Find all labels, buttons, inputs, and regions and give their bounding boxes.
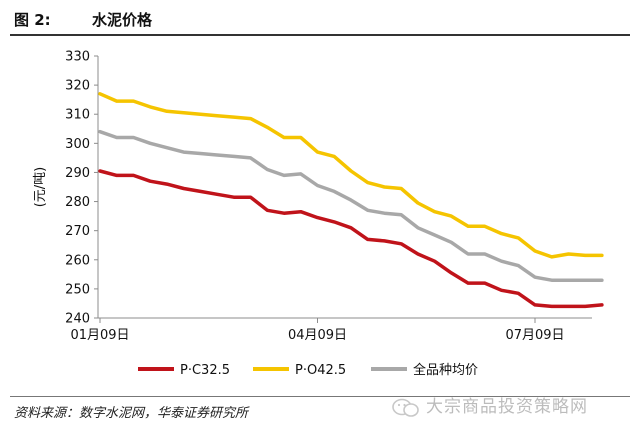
series-layer: [98, 92, 604, 309]
cement-price-chart: 240 250 260 270 280 290 300 310 320 330 (元/吨) 01月0…: [33, 50, 604, 378]
footer-rule: [10, 396, 630, 397]
y-tick-label: 310: [65, 108, 90, 123]
y-axis: 240 250 260 270 280 290 300 310 320 330 (元/吨): [33, 50, 99, 327]
legend-label: 全品种均价: [413, 362, 478, 378]
series-line: [98, 129, 604, 282]
source-note: 资料来源：数字水泥网，华泰证券研究所: [14, 406, 249, 421]
series-line: [98, 92, 604, 259]
y-tick-label: 250: [65, 282, 90, 297]
x-tick-label: 01月09日: [70, 328, 129, 343]
x-tick-label: 04月09日: [288, 328, 347, 343]
figure-title: 水泥价格: [92, 11, 153, 29]
y-tick-label: 240: [65, 312, 90, 327]
figure-header: 图 2: 水泥价格: [10, 8, 630, 32]
y-tick-label: 330: [65, 50, 90, 65]
legend-label: P·C32.5: [180, 363, 230, 378]
x-tick-label: 07月09日: [505, 328, 564, 343]
y-tick-label: 260: [65, 253, 90, 268]
y-tick-label: 300: [65, 137, 90, 152]
wechat-icon: [392, 398, 419, 417]
y-tick-label: 270: [65, 224, 90, 239]
figure-label: 图 2:: [14, 11, 51, 29]
y-tick-label: 280: [65, 195, 90, 210]
y-tick-label: 320: [65, 79, 90, 94]
watermark-text: 大宗商品投资策略网: [426, 397, 588, 417]
watermark: 大宗商品投资策略网: [392, 394, 630, 420]
y-tick-label: 290: [65, 166, 90, 181]
header-rule: [10, 34, 630, 36]
x-axis: 01月09日 04月09日 07月09日: [70, 317, 592, 343]
legend: P·C32.5 P·O42.5 全品种均价: [138, 362, 478, 378]
series-line: [98, 169, 604, 309]
legend-label: P·O42.5: [295, 363, 346, 378]
y-axis-label: (元/吨): [33, 167, 48, 208]
